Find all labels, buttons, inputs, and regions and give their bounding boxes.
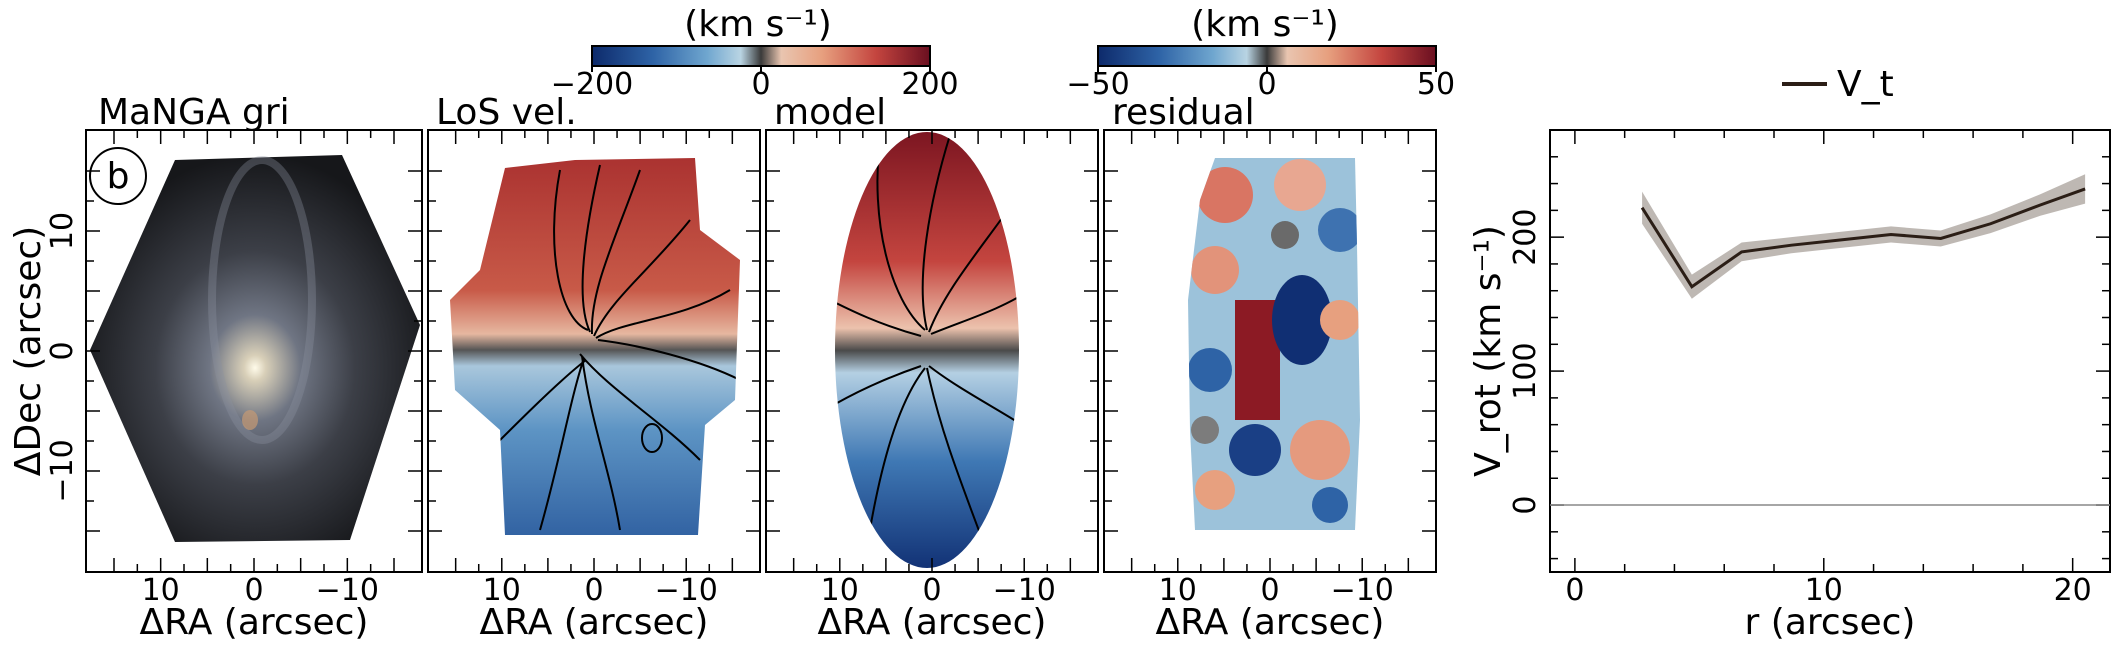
- rc-ylabel: V_rot (km s⁻¹): [1468, 225, 1509, 477]
- map-xtick-label: −10: [993, 573, 1056, 608]
- rc-frame: [1549, 129, 2111, 573]
- panel-letter: b: [107, 156, 130, 197]
- panel-title-residual: residual: [1112, 92, 1255, 133]
- rc-ytick-label: 0: [1508, 495, 1543, 514]
- map-xtick-label: −10: [316, 573, 379, 608]
- panel-title-gri: MaNGA gri: [98, 92, 290, 133]
- map-xlabel-4: ΔRA (arcsec): [1156, 602, 1385, 643]
- colorbar-1-tick-min: −200: [551, 67, 633, 102]
- rc-xtick-label: 0: [1565, 573, 1584, 608]
- colorbar-1: (km s⁻¹) −200 0 200: [551, 4, 959, 102]
- map-xtick-label: −10: [1331, 573, 1394, 608]
- colorbar-2-tick-max: 50: [1417, 67, 1455, 102]
- map-ytick-label: 10: [45, 212, 80, 250]
- map-xtick-label: 0: [244, 573, 263, 608]
- map-xtick-label: 10: [483, 573, 521, 608]
- panel-model: [766, 130, 1098, 572]
- colorbar-2-tick-zero: 0: [1257, 67, 1276, 102]
- colorbar-2-label: (km s⁻¹): [1191, 4, 1339, 45]
- map-xtick-label: 10: [1159, 573, 1197, 608]
- colorbar-2-tick-min: −50: [1066, 67, 1129, 102]
- map-xtick-label: 0: [1260, 573, 1279, 608]
- colorbar-1-label: (km s⁻¹): [684, 4, 832, 45]
- map-xtick-label: 0: [922, 573, 941, 608]
- colorbar-1-tick-zero: 0: [751, 67, 770, 102]
- panel-vel: [428, 130, 760, 572]
- legend-entry-vt: V_t: [1837, 64, 1894, 105]
- rc-ytick-label: 100: [1508, 342, 1543, 399]
- vt-series-line: [1640, 187, 2086, 289]
- panel-title-model: model: [774, 92, 886, 133]
- map-xtick-label: −10: [655, 573, 718, 608]
- map-xtick-label: 10: [821, 573, 859, 608]
- rc-xlabel: r (arcsec): [1745, 602, 1916, 643]
- panel-gri: b: [86, 130, 422, 572]
- map-xtick-label: 0: [584, 573, 603, 608]
- panel-title-vel: LoS vel.: [436, 92, 577, 133]
- map-xlabel-2: ΔRA (arcsec): [480, 602, 709, 643]
- panel-letter-badge: [89, 147, 147, 205]
- legend: V_t: [1782, 64, 1894, 105]
- rc-xtick-label: 10: [1805, 573, 1843, 608]
- vt-points: [1641, 188, 2086, 287]
- map-ytick-label: −10: [45, 439, 80, 502]
- map-ytick-label: 0: [45, 341, 80, 360]
- colorbar-1-tick-max: 200: [901, 67, 958, 102]
- rc-ytick-label: 200: [1508, 209, 1543, 266]
- map-axes: 10 0 −10 10 0 −10 10 0 −10 10 0 −10 10 0 −10: [45, 129, 1437, 608]
- panel-residual: [1104, 130, 1436, 572]
- rc-xtick-label: 20: [2054, 573, 2092, 608]
- map-xtick-label: 10: [142, 573, 180, 608]
- map-xlabel-1: ΔRA (arcsec): [140, 602, 369, 643]
- map-xlabel-3: ΔRA (arcsec): [818, 602, 1047, 643]
- colorbar-2: (km s⁻¹) −50 0 50: [1066, 4, 1455, 102]
- galaxy-image: [90, 155, 420, 542]
- map-ylabel: ΔDec (arcsec): [8, 226, 49, 476]
